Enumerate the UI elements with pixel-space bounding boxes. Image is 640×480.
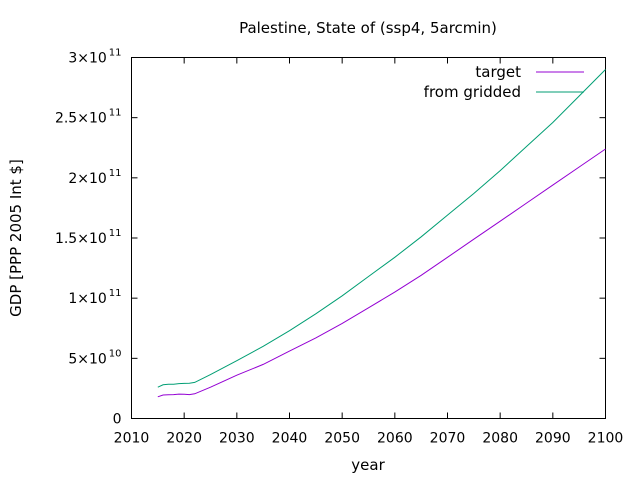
- x-tick-label: 2010: [114, 431, 150, 447]
- y-tick-mantissa: 1×10: [68, 291, 106, 307]
- y-axis: 05×10 101×10 111.5×10 112×10 112.5×10 113×10 1…: [55, 48, 606, 428]
- y-tick-label: 1.5×10 11: [55, 228, 122, 247]
- x-tick-label: 2040: [272, 431, 308, 447]
- chart-title: Palestine, State of (ssp4, 5arcmin): [239, 19, 497, 37]
- y-tick-label: 2.5×10 11: [55, 108, 122, 127]
- x-tick-label: 2070: [430, 431, 466, 447]
- y-tick-exponent: 11: [109, 108, 122, 119]
- x-axis: 2010 2020 2030 2040 2050 2060 2070 2080 2090 2100: [114, 57, 624, 447]
- plot-area: 2010 2020 2030 2040 2050 2060 2070 2080 2090 2100…: [55, 48, 623, 447]
- x-axis-label: year: [351, 456, 385, 474]
- y-axis-label: GDP [PPP 2005 Int $]: [7, 159, 25, 317]
- x-tick-label: 2080: [482, 431, 518, 447]
- legend-label: target: [475, 63, 521, 81]
- y-tick-exponent: 11: [109, 228, 122, 239]
- x-tick-label: 2030: [219, 431, 255, 447]
- legend-label: from gridded: [424, 83, 521, 101]
- series-lines: [157, 69, 606, 398]
- y-tick-exponent: 11: [109, 48, 122, 59]
- legend: target from gridded: [424, 63, 584, 101]
- y-tick-mantissa: 2.5×10: [55, 111, 107, 127]
- x-tick-label: 2100: [588, 431, 624, 447]
- x-tick-label: 2090: [535, 431, 571, 447]
- series-line-0: [157, 148, 606, 398]
- y-tick-exponent: 11: [109, 168, 122, 179]
- y-tick-mantissa: 2×10: [68, 171, 106, 187]
- y-tick-label: 3×10 11: [68, 48, 121, 67]
- y-tick-label: 0: [113, 412, 122, 428]
- series-line-1: [157, 69, 606, 388]
- y-tick-mantissa: 5×10: [68, 351, 106, 367]
- y-tick-mantissa: 0: [113, 412, 122, 428]
- y-tick-exponent: 11: [109, 288, 122, 299]
- y-tick-label: 2×10 11: [68, 168, 121, 187]
- y-tick-label: 1×10 11: [68, 288, 121, 307]
- x-tick-label: 2060: [377, 431, 413, 447]
- y-tick-label: 5×10 10: [68, 348, 121, 367]
- y-tick-exponent: 10: [109, 348, 122, 359]
- y-tick-mantissa: 3×10: [68, 51, 106, 67]
- plot-frame: [131, 57, 606, 419]
- y-tick-mantissa: 1.5×10: [55, 231, 107, 247]
- x-tick-label: 2020: [166, 431, 202, 447]
- x-tick-label: 2050: [324, 431, 360, 447]
